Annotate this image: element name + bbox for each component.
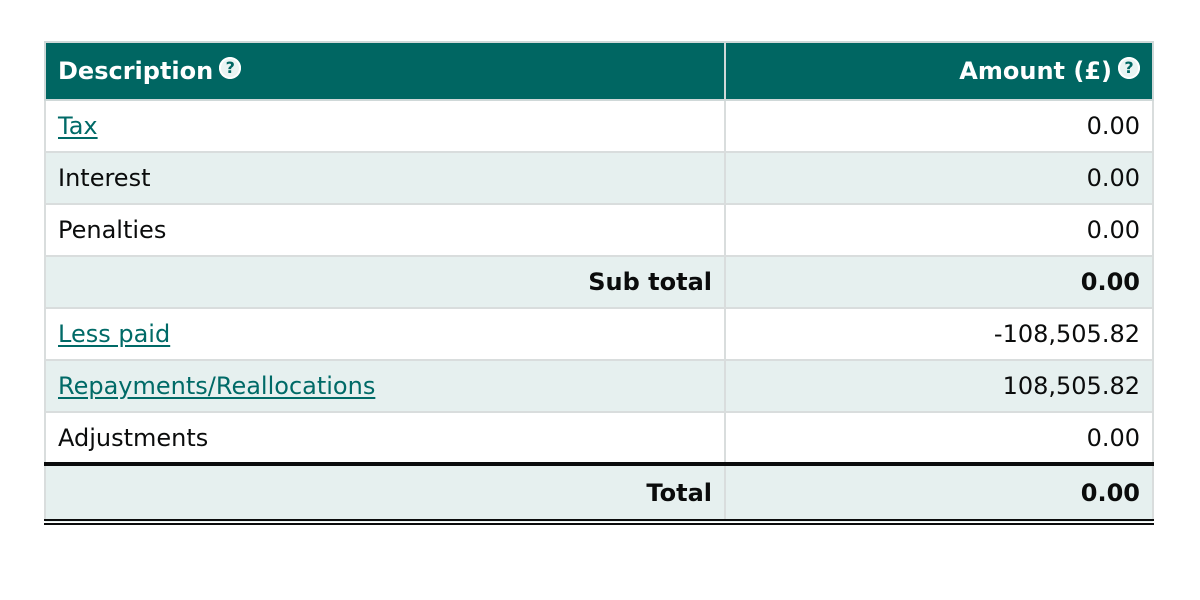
row-amount: 0.00 (724, 151, 1154, 205)
table-row-adjustments: Adjustments 0.00 (44, 411, 1154, 466)
payment-summary-table: Description? Amount (£)? Tax 0.00 Intere… (44, 41, 1154, 525)
table-row-tax: Tax 0.00 (44, 99, 1154, 153)
row-label: Adjustments (44, 411, 726, 466)
row-amount: 0.00 (724, 203, 1154, 257)
description-column-header: Description? (44, 41, 726, 101)
row-label: Interest (44, 151, 726, 205)
table-header-row: Description? Amount (£)? (44, 41, 1154, 101)
row-label-cell: Less paid (44, 307, 726, 361)
subtotal-amount: 0.00 (724, 255, 1154, 309)
row-amount: 0.00 (724, 99, 1154, 153)
repayments-reallocations-link[interactable]: Repayments/Reallocations (58, 372, 376, 400)
table-row-less-paid: Less paid -108,505.82 (44, 307, 1154, 361)
table-row-penalties: Penalties 0.00 (44, 203, 1154, 257)
description-header-label: Description (58, 57, 214, 85)
summary-table-container: Description? Amount (£)? Tax 0.00 Intere… (44, 41, 1154, 525)
table-row-interest: Interest 0.00 (44, 151, 1154, 205)
tax-link[interactable]: Tax (58, 112, 98, 140)
amount-header-label: Amount (£) (959, 57, 1112, 85)
table-row-subtotal: Sub total 0.00 (44, 255, 1154, 309)
amount-column-header: Amount (£)? (724, 41, 1154, 101)
row-amount: 0.00 (724, 411, 1154, 466)
row-amount: 108,505.82 (724, 359, 1154, 413)
total-label: Total (44, 463, 726, 525)
table-row-repayments: Repayments/Reallocations 108,505.82 (44, 359, 1154, 413)
row-label: Penalties (44, 203, 726, 257)
row-amount: -108,505.82 (724, 307, 1154, 361)
help-question-icon[interactable]: ? (219, 57, 242, 79)
help-question-icon[interactable]: ? (1118, 57, 1140, 79)
row-label-cell: Tax (44, 99, 726, 153)
row-label-cell: Repayments/Reallocations (44, 359, 726, 413)
total-amount: 0.00 (724, 463, 1154, 525)
subtotal-label: Sub total (44, 255, 726, 309)
less-paid-link[interactable]: Less paid (58, 320, 171, 348)
table-row-total: Total 0.00 (44, 463, 1154, 525)
